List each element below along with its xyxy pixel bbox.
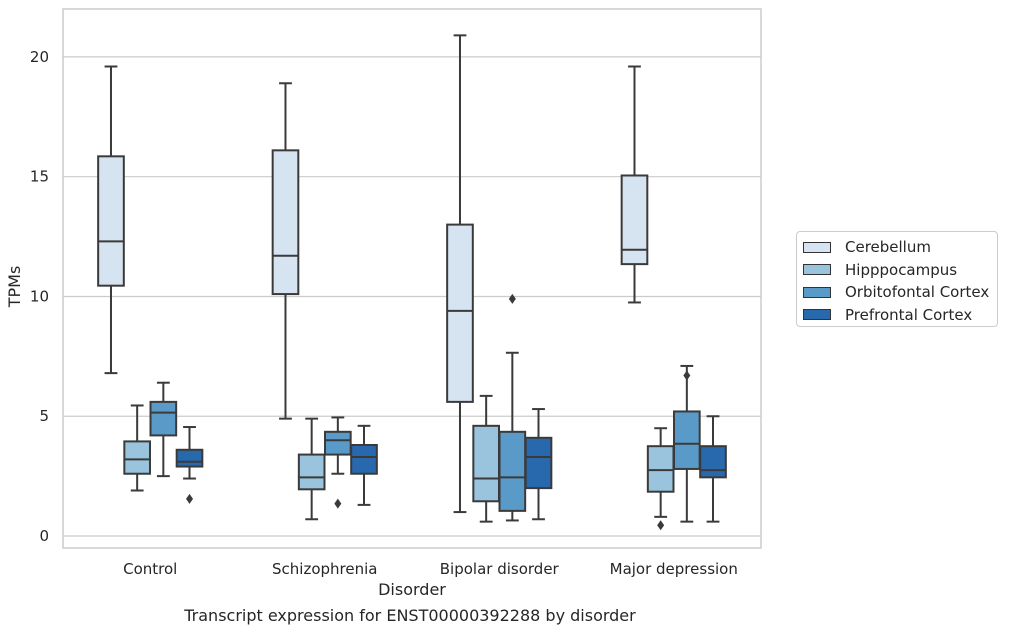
y-tick-label: 15 xyxy=(30,168,49,186)
box-prefrontal-cortex-2 xyxy=(524,408,553,521)
box-iqr xyxy=(97,155,125,287)
x-tick-labels: Control Schizophrenia Bipolar disorder Majo… xyxy=(123,560,738,578)
x-tick-label: Schizophrenia xyxy=(272,560,377,578)
box-cerebellum-0 xyxy=(97,65,125,375)
x-axis-label: Disorder xyxy=(378,580,446,599)
legend-swatch-prefrontal-cortex xyxy=(803,309,831,321)
box-hipppocampus-0 xyxy=(123,404,151,492)
box-prefrontal-cortex-1 xyxy=(350,424,378,506)
legend-label-hippocampus: Hipppocampus xyxy=(845,260,958,279)
y-tick-label: 10 xyxy=(30,287,49,305)
outlier-point xyxy=(657,520,665,531)
outlier-point xyxy=(683,370,691,381)
legend: Cerebellum Hipppocampus Orbitofontal Cor… xyxy=(796,231,998,327)
y-tick-labels: 0 5 10 15 20 xyxy=(30,48,49,545)
box-iqr xyxy=(271,149,300,296)
legend-item-orbitofrontal-cortex: Orbitofontal Cortex xyxy=(803,281,997,304)
outlier-point xyxy=(508,293,516,304)
plot-frame xyxy=(62,8,762,549)
legend-label-orbitofrontal-cortex: Orbitofontal Cortex xyxy=(845,283,990,302)
box-iqr xyxy=(297,453,326,491)
box-iqr xyxy=(149,400,178,437)
box-orbitofontal-cortex-3 xyxy=(673,364,701,523)
box-prefrontal-cortex-3 xyxy=(699,415,727,523)
x-tick-label: Bipolar disorder xyxy=(440,560,560,578)
box-prefrontal-cortex-0 xyxy=(175,426,204,504)
box-iqr xyxy=(620,174,649,266)
legend-item-prefrontal-cortex: Prefrontal Cortex xyxy=(803,304,997,327)
box-hipppocampus-3 xyxy=(646,427,675,531)
legend-label-cerebellum: Cerebellum xyxy=(845,238,931,257)
legend-swatch-hippocampus xyxy=(803,264,831,276)
y-axis-label: TPMs xyxy=(5,266,24,309)
box-iqr xyxy=(673,410,701,470)
x-tick-label: Control xyxy=(123,560,177,578)
legend-swatch-orbitofrontal-cortex xyxy=(803,286,831,298)
box-orbitofontal-cortex-0 xyxy=(149,381,178,478)
box-orbitofontal-cortex-2 xyxy=(498,293,527,522)
box-cerebellum-1 xyxy=(271,82,300,420)
box-iqr xyxy=(446,223,474,403)
y-tick-label: 20 xyxy=(30,48,49,66)
box-plot-marks xyxy=(97,34,727,531)
box-cerebellum-3 xyxy=(620,65,649,304)
box-iqr xyxy=(646,445,675,493)
box-iqr xyxy=(175,448,204,468)
legend-item-hippocampus: Hipppocampus xyxy=(803,259,997,282)
box-iqr xyxy=(123,440,151,475)
box-iqr xyxy=(472,424,500,503)
box-iqr xyxy=(324,430,352,456)
box-cerebellum-2 xyxy=(446,34,474,514)
y-tick-label: 5 xyxy=(39,407,49,425)
chart-caption: Transcript expression for ENST0000039228… xyxy=(184,606,636,625)
legend-label-prefrontal-cortex: Prefrontal Cortex xyxy=(845,305,973,324)
y-tick-label: 0 xyxy=(39,527,49,545)
box-iqr xyxy=(699,445,727,479)
outlier-point xyxy=(334,498,342,509)
box-hipppocampus-2 xyxy=(472,394,500,523)
box-iqr xyxy=(350,443,378,475)
box-orbitofontal-cortex-1 xyxy=(324,416,352,509)
box-iqr xyxy=(498,430,527,512)
legend-swatch-cerebellum xyxy=(803,241,831,253)
outlier-point xyxy=(186,493,194,504)
legend-item-cerebellum: Cerebellum xyxy=(803,236,997,259)
box-hipppocampus-1 xyxy=(297,417,326,521)
box-iqr xyxy=(524,436,553,490)
x-tick-label: Major depression xyxy=(610,560,738,578)
